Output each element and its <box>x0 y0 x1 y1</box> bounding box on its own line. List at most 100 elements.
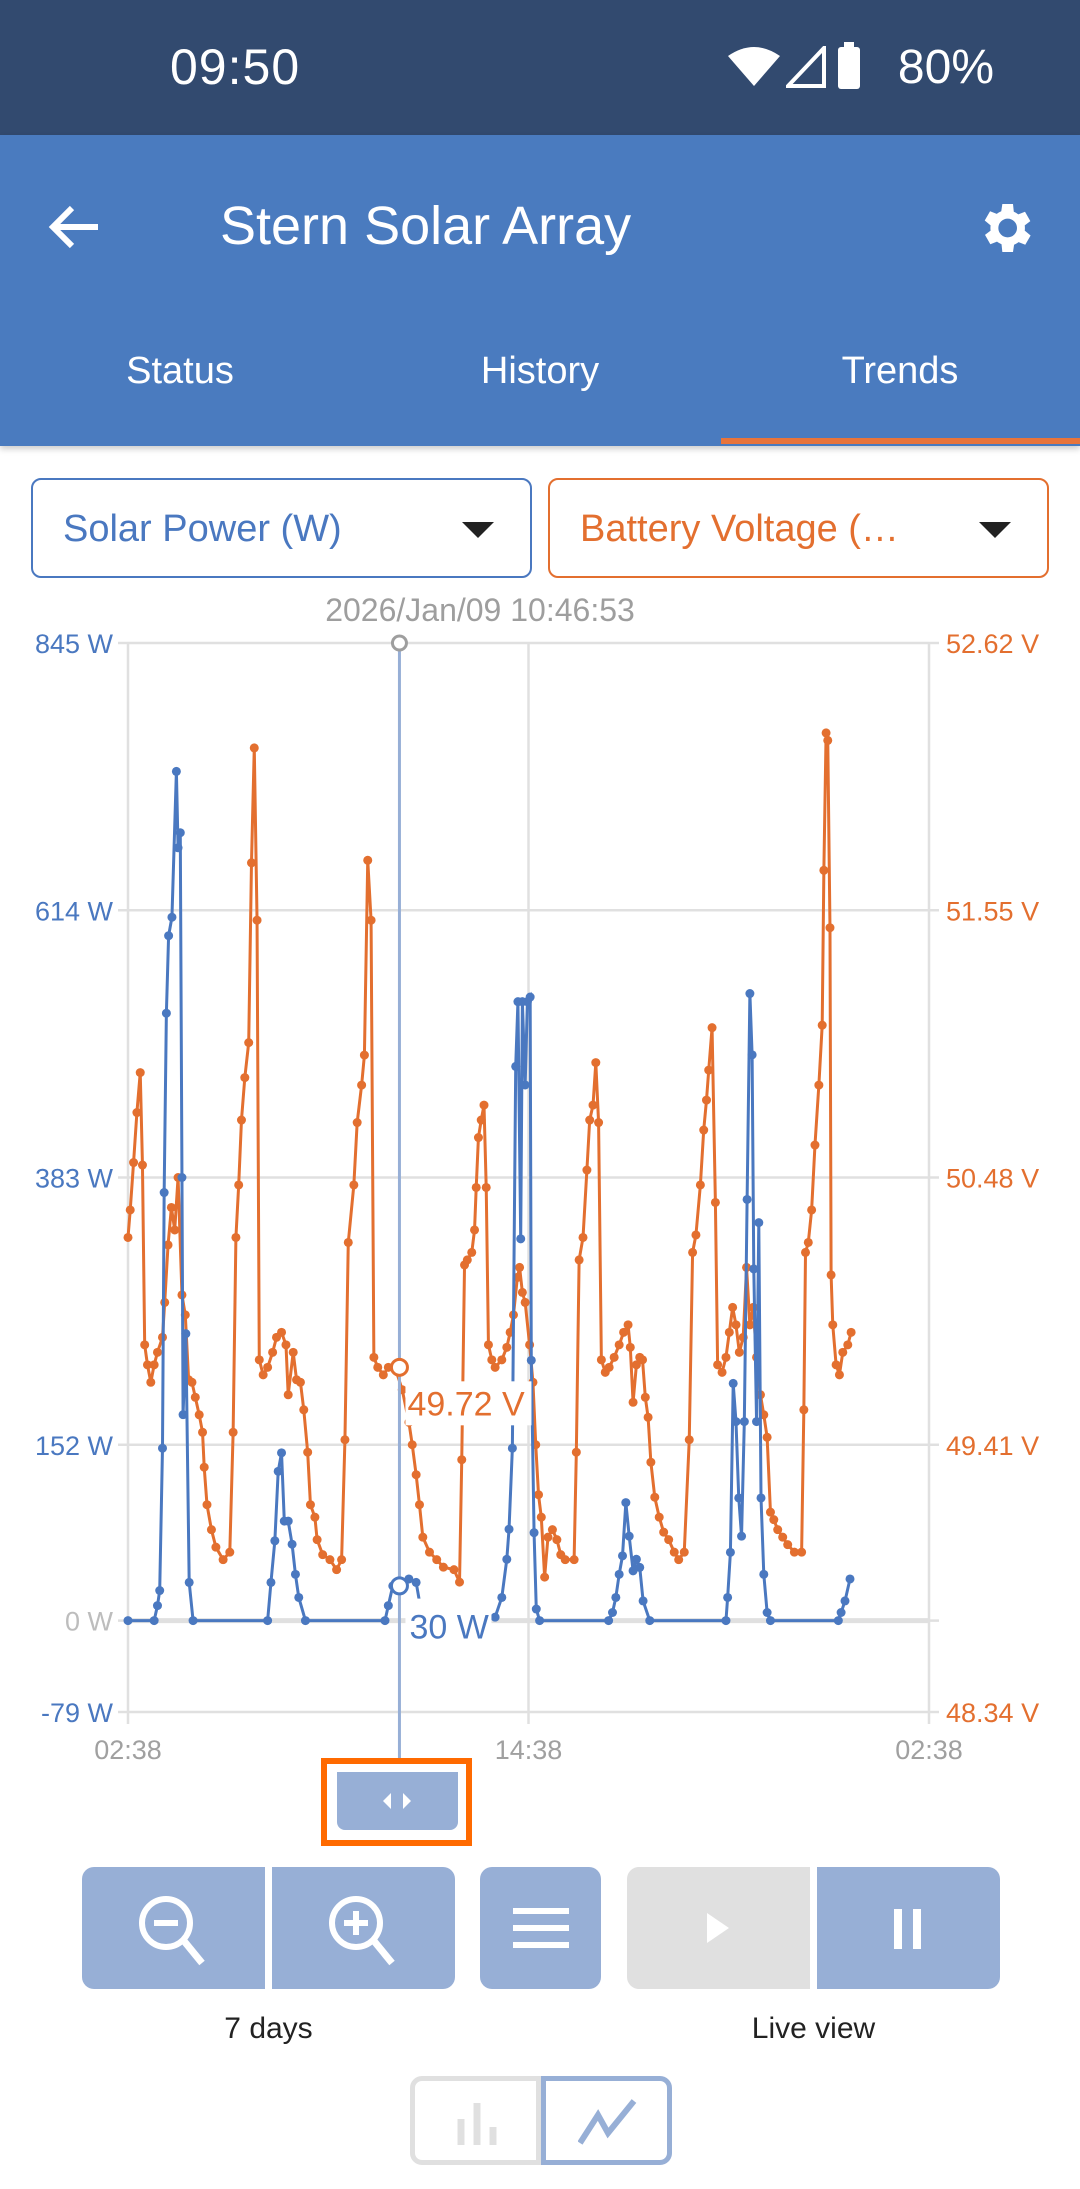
power-data-point <box>531 1604 541 1614</box>
voltage-data-point <box>470 1225 480 1235</box>
menu-button[interactable] <box>480 1867 601 1989</box>
x-tick-label: 02:38 <box>94 1735 162 1760</box>
power-data-point <box>161 1008 171 1018</box>
left-series-select[interactable]: Solar Power (W) <box>31 478 532 578</box>
left-series-value: Solar Power (W) <box>63 508 342 550</box>
power-data-point <box>737 1531 747 1541</box>
power-data-point <box>728 1378 738 1388</box>
zoom-in-button[interactable] <box>272 1867 455 1989</box>
voltage-data-point <box>825 923 835 933</box>
power-data-point <box>520 1080 530 1090</box>
power-data-point <box>526 1355 536 1365</box>
power-data-point <box>181 1329 191 1339</box>
zoom-out-button[interactable] <box>82 1867 265 1989</box>
power-data-point <box>178 1410 188 1420</box>
voltage-data-point <box>418 1532 428 1542</box>
power-data-point <box>507 1443 517 1453</box>
power-data-point <box>411 1577 421 1587</box>
trend-chart[interactable]: 845 W 614 W 383 W 152 W 0 W -79 W 52.62 V 51.55… <box>0 600 1080 1760</box>
power-data-point <box>754 1218 764 1228</box>
power-data-point <box>604 1616 614 1626</box>
voltage-data-point <box>834 1370 844 1380</box>
power-data-point <box>184 1577 194 1587</box>
bar-chart-icon <box>457 2103 497 2145</box>
voltage-data-point <box>797 1547 807 1557</box>
y-left-tick-label: 0 W <box>65 1607 114 1637</box>
voltage-data-point <box>631 1360 641 1370</box>
voltage-data-point <box>659 1527 669 1537</box>
power-data-point <box>380 1616 390 1626</box>
voltage-data-point <box>142 1360 152 1370</box>
voltage-data-point <box>684 1435 694 1445</box>
voltage-label-bg <box>405 1381 532 1426</box>
right-series-select[interactable]: Battery Voltage (… <box>548 478 1049 578</box>
power-data-point <box>502 1554 512 1564</box>
pause-icon <box>894 1909 921 1949</box>
voltage-data-point <box>343 1237 353 1247</box>
voltage-data-point <box>585 1115 595 1125</box>
cursor-voltage-marker <box>389 1357 409 1377</box>
y-right-tick-label: 48.34 V <box>946 1698 1039 1728</box>
voltage-data-point <box>799 1405 809 1415</box>
voltage-data-point <box>190 1392 200 1402</box>
power-data-point <box>263 1616 273 1626</box>
tab-history[interactable]: History <box>480 350 600 392</box>
voltage-data-point <box>194 1410 204 1420</box>
power-data-point <box>152 1601 162 1611</box>
voltage-data-point <box>534 1490 544 1500</box>
voltage-data-point <box>596 1355 606 1365</box>
cursor-drag-handle[interactable] <box>337 1772 458 1830</box>
voltage-data-point <box>517 1287 527 1297</box>
voltage-data-point <box>547 1525 557 1535</box>
voltage-data-point <box>650 1492 660 1502</box>
y-right-tick-label: 50.48 V <box>946 1164 1039 1194</box>
voltage-data-point <box>560 1555 570 1565</box>
power-series-line <box>128 771 852 1623</box>
voltage-data-point <box>432 1555 442 1565</box>
cursor-power-value: 30 W <box>409 1609 488 1647</box>
power-data-point <box>283 1516 293 1526</box>
tab-trends[interactable]: Trends <box>841 350 959 392</box>
voltage-data-point <box>483 1340 493 1350</box>
cursor-timestamp: 2026/Jan/09 10:46:53 <box>325 592 635 628</box>
voltage-data-point <box>149 1360 159 1370</box>
y-right-tick-label: 52.62 V <box>946 629 1039 659</box>
voltage-data-point <box>803 1237 813 1247</box>
voltage-data-point <box>411 1470 421 1480</box>
power-data-point <box>383 1601 393 1611</box>
play-button[interactable] <box>627 1867 810 1989</box>
power-data-point <box>155 1586 165 1596</box>
live-view-label: Live view <box>751 2012 876 2045</box>
voltage-data-point <box>588 1100 598 1110</box>
power-data-point <box>621 1498 631 1508</box>
pause-button[interactable] <box>817 1867 1000 1989</box>
voltage-data-point <box>198 1427 208 1437</box>
voltage-data-point <box>225 1547 235 1557</box>
voltage-data-point <box>594 1118 604 1128</box>
voltage-data-point <box>163 1240 173 1250</box>
voltage-data-point <box>831 1360 841 1370</box>
voltage-data-point <box>574 1255 584 1265</box>
power-data-point <box>504 1524 514 1534</box>
voltage-data-point <box>369 1352 379 1362</box>
voltage-data-point <box>277 1327 287 1337</box>
voltage-data-point <box>819 865 829 875</box>
voltage-data-point <box>571 1447 581 1457</box>
voltage-data-point <box>462 1255 472 1265</box>
voltage-data-point <box>540 1572 550 1582</box>
battery-icon <box>838 42 860 89</box>
voltage-data-point <box>187 1377 197 1387</box>
power-data-point <box>516 1234 526 1244</box>
line-chart-toggle[interactable] <box>541 2076 672 2165</box>
y-left-tick-label: 845 W <box>35 629 114 659</box>
voltage-data-point <box>473 1133 483 1143</box>
bar-chart-toggle[interactable] <box>410 2076 541 2165</box>
arrow-left-icon[interactable] <box>48 203 100 251</box>
gear-icon[interactable] <box>973 196 1037 260</box>
voltage-data-point <box>625 1342 635 1352</box>
tab-status[interactable]: Status <box>126 350 234 392</box>
power-data-point <box>628 1566 638 1576</box>
voltage-data-point <box>654 1512 664 1522</box>
voltage-data-point <box>614 1340 624 1350</box>
voltage-data-point <box>717 1367 727 1377</box>
